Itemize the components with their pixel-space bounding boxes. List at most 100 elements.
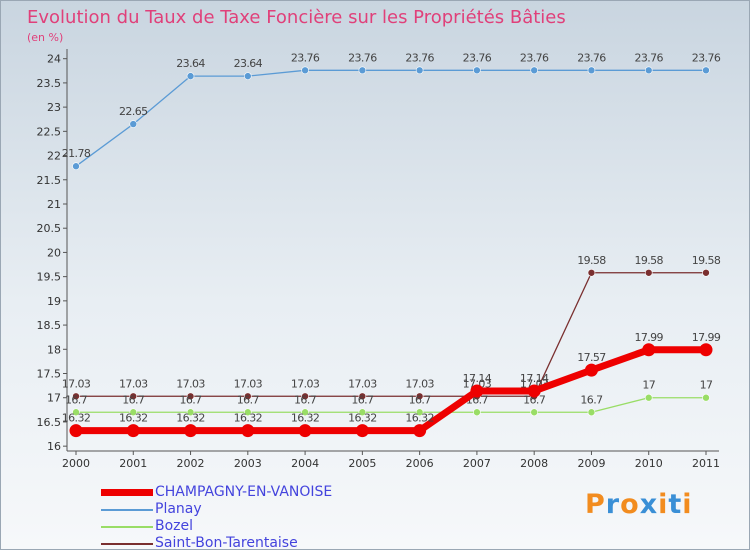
data-point-bozel	[72, 408, 80, 417]
y-axis-unit: (en %)	[27, 31, 64, 44]
data-point-champagny-en-vanoise	[470, 384, 484, 398]
data-point-champagny-en-vanoise	[298, 424, 312, 438]
data-label-champagny-en-vanoise: 17.99	[692, 331, 721, 344]
data-label-planay: 22.65	[119, 105, 148, 118]
y-tick-label: 16.5	[37, 416, 62, 429]
data-point-champagny-en-vanoise	[527, 384, 541, 398]
data-label-planay: 23.76	[520, 51, 549, 64]
data-label-planay: 23.76	[577, 51, 606, 64]
y-tick-label: 23	[47, 101, 61, 114]
legend: CHAMPAGNY-EN-VANOISE Planay Bozel Saint-Bon…	[101, 484, 332, 550]
data-point-planay	[358, 66, 367, 75]
data-label-saint-bon-tarentaise: 17.03	[176, 377, 205, 390]
data-point-saint-bon-tarentaise	[129, 392, 138, 401]
data-label-bozel: 16.7	[65, 393, 88, 406]
data-label-champagny-en-vanoise: 16.32	[234, 412, 263, 425]
data-label-bozel: 17	[700, 379, 713, 392]
x-tick-label: 2010	[635, 457, 663, 470]
data-point-champagny-en-vanoise	[241, 424, 255, 438]
data-point-saint-bon-tarentaise	[301, 392, 309, 401]
data-label-bozel: 16.7	[237, 393, 260, 406]
data-point-saint-bon-tarentaise	[244, 392, 252, 401]
data-label-planay: 23.76	[348, 51, 377, 64]
data-point-saint-bon-tarentaise	[702, 268, 710, 277]
logo-letter: P	[585, 489, 606, 520]
legend-swatch	[101, 489, 153, 496]
data-point-saint-bon-tarentaise	[415, 392, 424, 401]
y-tick-label: 18	[47, 343, 61, 356]
x-tick-label: 2004	[291, 457, 319, 470]
data-label-bozel: 16.7	[351, 393, 374, 406]
chart-title: Evolution du Taux de Taxe Foncière sur l…	[27, 7, 566, 28]
data-label-saint-bon-tarentaise: 17.03	[348, 377, 377, 390]
x-tick-label: 2003	[234, 457, 262, 470]
data-label-saint-bon-tarentaise: 17.03	[463, 377, 492, 390]
y-tick-label: 18.5	[37, 319, 62, 332]
data-point-saint-bon-tarentaise	[72, 392, 80, 401]
data-label-bozel: 16.7	[523, 393, 546, 406]
data-label-bozel: 17	[642, 379, 655, 392]
y-tick-label: 20	[47, 246, 61, 259]
data-label-saint-bon-tarentaise: 17.03	[291, 377, 320, 390]
y-tick-label: 16	[47, 440, 61, 453]
legend-swatch	[101, 542, 153, 545]
data-point-champagny-en-vanoise	[584, 363, 598, 377]
legend-item: Planay	[101, 501, 332, 518]
data-point-planay	[415, 66, 424, 75]
data-point-bozel	[530, 408, 538, 417]
data-point-saint-bon-tarentaise	[358, 392, 367, 401]
data-point-saint-bon-tarentaise	[587, 268, 596, 277]
legend-swatch	[101, 525, 153, 528]
logo-letter: x	[639, 489, 659, 520]
data-label-bozel: 16.7	[179, 393, 202, 406]
data-label-champagny-en-vanoise: 16.32	[405, 412, 434, 425]
y-tick-label: 24	[47, 53, 61, 66]
data-label-saint-bon-tarentaise: 19.58	[634, 254, 663, 267]
x-tick-label: 2000	[62, 457, 90, 470]
data-label-saint-bon-tarentaise: 17.03	[119, 377, 148, 390]
data-point-champagny-en-vanoise	[642, 343, 656, 357]
data-label-saint-bon-tarentaise: 19.58	[692, 254, 721, 267]
data-point-champagny-en-vanoise	[69, 424, 83, 438]
data-label-champagny-en-vanoise: 16.32	[119, 412, 148, 425]
data-label-planay: 21.78	[62, 147, 91, 160]
y-tick-label: 22	[47, 150, 61, 163]
data-point-bozel	[358, 408, 367, 417]
data-label-bozel: 16.7	[409, 393, 432, 406]
x-tick-label: 2001	[119, 457, 147, 470]
data-point-champagny-en-vanoise	[413, 424, 427, 438]
data-label-planay: 23.76	[463, 51, 492, 64]
x-tick-label: 2007	[463, 457, 491, 470]
legend-label: Saint-Bon-Tarentaise	[155, 535, 298, 550]
x-tick-label: 2006	[406, 457, 434, 470]
data-point-planay	[72, 162, 80, 171]
logo-letter: i	[658, 489, 669, 520]
y-tick-label: 23.5	[37, 77, 62, 90]
data-point-planay	[129, 120, 138, 128]
logo-letter: i	[682, 489, 693, 520]
legend-label: Bozel	[155, 518, 194, 534]
data-label-champagny-en-vanoise: 17.57	[577, 351, 606, 364]
logo-letter: t	[668, 489, 683, 520]
x-tick-label: 2005	[348, 457, 376, 470]
y-tick-label: 20.5	[37, 222, 62, 235]
data-point-planay	[473, 66, 481, 75]
data-label-saint-bon-tarentaise: 17.03	[234, 377, 263, 390]
legend-item: CHAMPAGNY-EN-VANOISE	[101, 484, 332, 501]
data-label-saint-bon-tarentaise: 19.58	[577, 254, 606, 267]
data-point-planay	[702, 66, 710, 75]
x-tick-label: 2009	[577, 457, 605, 470]
data-label-planay: 23.76	[405, 51, 434, 64]
y-tick-label: 17	[47, 392, 61, 405]
data-point-champagny-en-vanoise	[699, 343, 713, 357]
data-label-champagny-en-vanoise: 17.99	[634, 331, 663, 344]
data-label-saint-bon-tarentaise: 17.03	[405, 377, 434, 390]
data-label-planay: 23.64	[234, 57, 263, 70]
data-point-bozel	[415, 408, 424, 417]
data-point-saint-bon-tarentaise	[644, 268, 653, 277]
data-label-champagny-en-vanoise: 16.32	[176, 412, 205, 425]
x-tick-label: 2011	[692, 457, 720, 470]
data-point-saint-bon-tarentaise	[186, 392, 195, 401]
